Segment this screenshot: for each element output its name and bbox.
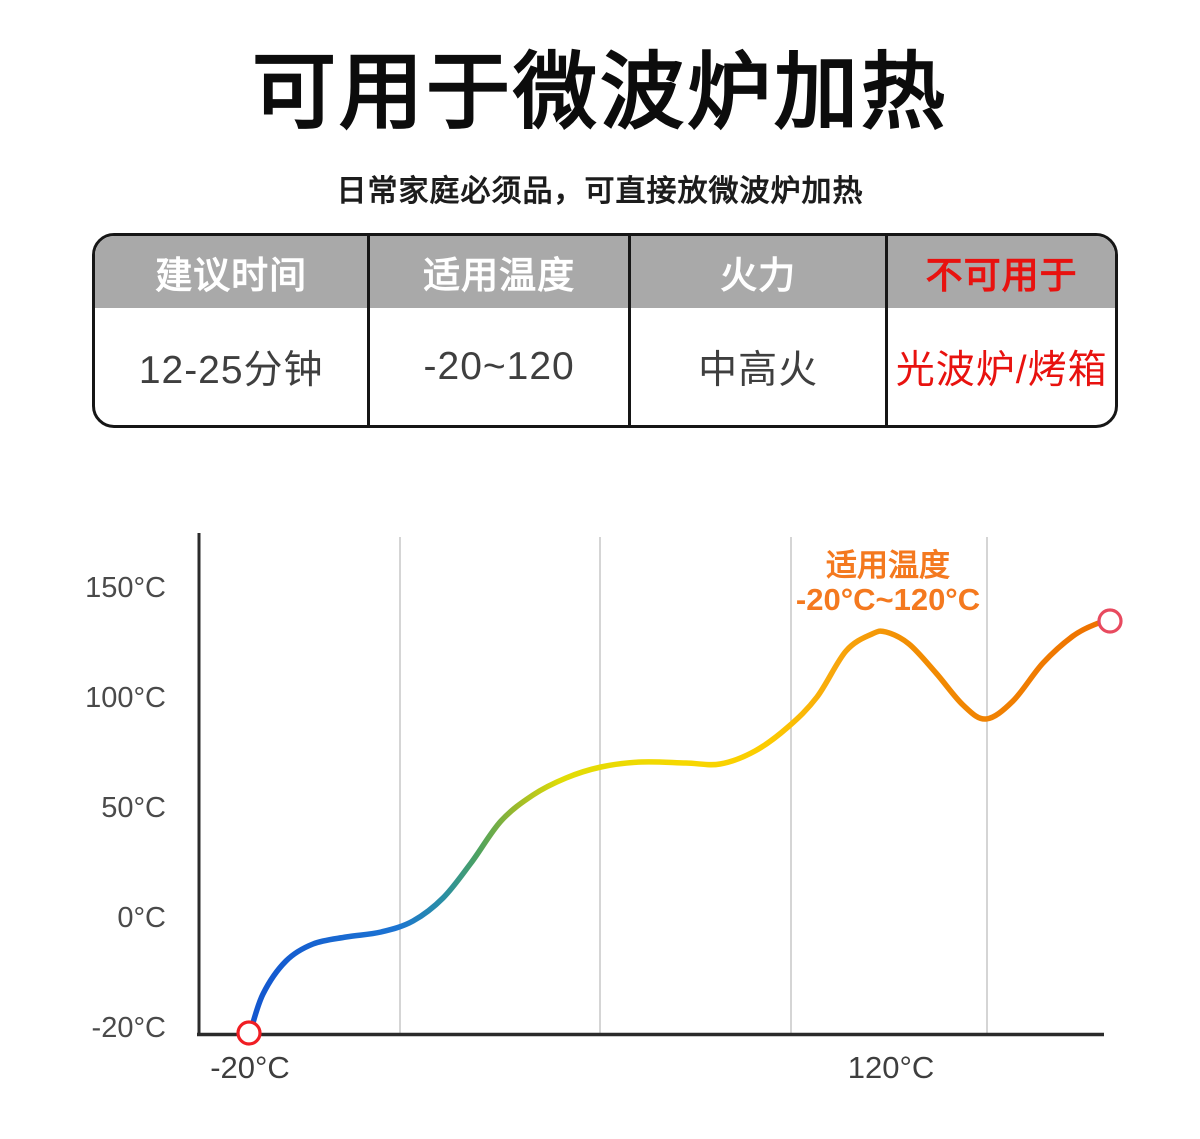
table-header-cell: 建议时间 [95, 236, 368, 308]
temperature-chart: 150°C 100°C 50°C 0°C -20°C -20°C 120°C 适用温度 -… [85, 533, 1123, 1085]
y-tick-label: 150°C [85, 572, 166, 604]
x-tick-label: -20°C [210, 1050, 290, 1085]
table-column: 适用温度 -20~120 [367, 236, 628, 425]
peak-point-marker [1097, 608, 1123, 634]
y-tick-label: 0°C [117, 902, 166, 934]
table-value-cell: 12-25分钟 [138, 348, 324, 392]
temperature-chart-area: 150°C 100°C 50°C 0°C -20°C -20°C 120°C 适用温度 -… [0, 520, 1200, 1139]
table-header-cell: 不可用于 [888, 236, 1115, 308]
chart-gridlines [399, 537, 988, 1033]
table-header-cell: 火力 [630, 236, 886, 308]
table-column: 火力 中高火 [627, 236, 886, 425]
table-column: 不可用于光波炉/烤箱 [885, 236, 1115, 425]
page-title: 可用于微波炉加热 [251, 45, 948, 139]
annotation-title: 适用温度 [826, 548, 950, 583]
y-tick-label: 100°C [85, 682, 166, 714]
y-tick-label: -20°C [92, 1012, 166, 1044]
table-header-cell: 适用温度 [370, 236, 628, 308]
table-value-cell: -20~120 [423, 344, 575, 388]
page-subtitle: 日常家庭必须品，可直接放微波炉加热 [336, 175, 864, 208]
x-tick-label: 120°C [848, 1050, 935, 1085]
start-point-marker [236, 1020, 262, 1046]
table-value-cell: 光波炉/烤箱 [895, 348, 1108, 392]
table-value-cell: 中高火 [698, 348, 819, 392]
y-tick-label: 50°C [101, 792, 166, 824]
y-axis-tick-labels: 150°C 100°C 50°C 0°C -20°C [85, 572, 166, 1044]
table-column: 建议时间 12-25分钟 [95, 236, 368, 425]
temperature-curve [247, 618, 1113, 1036]
x-axis-tick-labels: -20°C 120°C [210, 1050, 934, 1085]
annotation-range: -20°C~120°C [796, 582, 980, 617]
spec-table: 建议时间 12-25分钟 适用温度 -20~120 火力 中高火 不可用于 光波炉/烤箱 [92, 233, 1118, 428]
